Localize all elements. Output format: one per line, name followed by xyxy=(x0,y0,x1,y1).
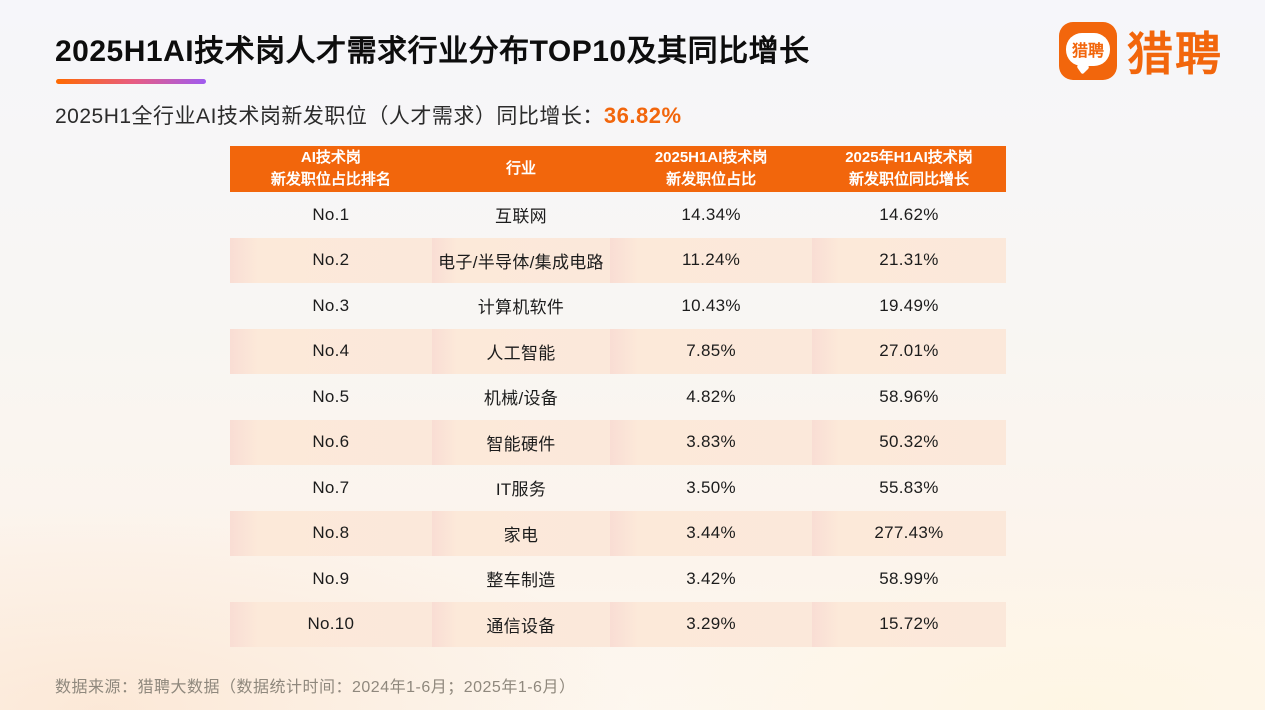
page-title: 2025H1AI技术岗人才需求行业分布TOP10及其同比增长 xyxy=(55,35,810,68)
table-row: No.2 电子/半导体/集成电路 11.24% 21.31% xyxy=(230,237,1006,283)
growth-cell: 19.49% xyxy=(879,295,939,315)
growth-highlight-value: 36.82% xyxy=(603,103,682,128)
industry-cell: 互联网 xyxy=(495,207,547,227)
share-cell: 3.83% xyxy=(610,419,812,465)
industry-cell: 人工智能 xyxy=(431,328,611,374)
industry-cell: 整车制造 xyxy=(486,571,556,591)
share-cell: 10.43% xyxy=(681,295,741,315)
liepin-logo-icon: 猎聘 xyxy=(1059,22,1117,80)
column-header-text: 新发职位同比增长 xyxy=(848,171,969,188)
subtitle-text: 2025H1全行业AI技术岗新发职位（人才需求）同比增长： xyxy=(55,105,604,128)
table-row: No.4 人工智能 7.85% 27.01% xyxy=(230,328,1006,374)
rank-cell: No.1 xyxy=(312,204,350,224)
table-row: No.9 整车制造 3.42% 58.99% xyxy=(230,556,1006,602)
industry-cell: 计算机软件 xyxy=(477,298,565,318)
rank-cell: No.4 xyxy=(230,328,432,374)
share-cell: 7.85% xyxy=(610,328,812,374)
column-header: AI技术岗新发职位占比排名 xyxy=(230,146,432,192)
rank-cell: No.2 xyxy=(230,237,432,283)
share-cell: 3.50% xyxy=(686,477,736,497)
growth-cell: 14.62% xyxy=(879,204,939,224)
table-row: No.3 计算机软件 10.43% 19.49% xyxy=(230,283,1006,329)
table-body: No.1 互联网 14.34% 14.62% No.2 电子/半导体/集成电路 11.24%… xyxy=(230,192,1006,647)
table-header-row: AI技术岗 新发职位占比排名 行业 2025H1AI技术岗 新发职位占比 2025年H1A… xyxy=(230,146,1006,192)
share-cell: 14.34% xyxy=(681,204,741,224)
column-header-text: 2025H1AI技术岗 xyxy=(654,149,768,167)
column-header: 2025H1AI技术岗 新发职位占比 xyxy=(610,146,812,192)
column-header-text: 行业 xyxy=(505,160,536,178)
rank-cell: No.9 xyxy=(312,568,350,588)
share-cell: 11.24% xyxy=(610,237,812,283)
growth-cell: 50.32% xyxy=(811,419,1006,465)
column-header-text: 新发职位占比排名 xyxy=(270,171,391,188)
growth-cell: 55.83% xyxy=(879,477,939,497)
share-cell: 3.44% xyxy=(610,510,812,556)
industry-cell: 电子/半导体/集成电路 xyxy=(431,237,611,283)
growth-cell: 27.01% xyxy=(811,328,1006,374)
rank-cell: No.3 xyxy=(312,295,350,315)
industry-cell: 智能硬件 xyxy=(431,419,611,465)
rank-cell: No.6 xyxy=(230,419,432,465)
table-row: No.8 家电 3.44% 277.43% xyxy=(230,510,1006,556)
speech-bubble-icon: 猎聘 xyxy=(1066,32,1110,66)
industry-cell: 通信设备 xyxy=(431,601,611,647)
column-header: 行业 xyxy=(431,146,611,192)
table-row: No.1 互联网 14.34% 14.62% xyxy=(230,192,1006,238)
growth-cell: 21.31% xyxy=(811,237,1006,283)
table-row: No.5 机械/设备 4.82% 58.96% xyxy=(230,374,1006,420)
industry-ranking-table: AI技术岗 新发职位占比排名 行业 2025H1AI技术岗 新发职位占比 2025年H1A… xyxy=(230,146,1006,647)
table-row: No.7 IT服务 3.50% 55.83% xyxy=(230,465,1006,511)
share-cell: 4.82% xyxy=(686,386,736,406)
industry-cell: 家电 xyxy=(431,510,611,556)
data-source-note: 数据来源：猎聘大数据（数据统计时间：2024年1-6月；2025年1-6月） xyxy=(55,679,576,696)
rank-cell: No.10 xyxy=(230,601,432,647)
growth-cell: 58.96% xyxy=(879,386,939,406)
growth-cell: 15.72% xyxy=(811,601,1006,647)
column-header: 2025年H1AI技术岗 新发职位同比增长 xyxy=(811,146,1006,192)
rank-cell: No.5 xyxy=(312,386,350,406)
rank-cell: No.7 xyxy=(312,477,350,497)
share-cell: 3.29% xyxy=(610,601,812,647)
growth-cell: 58.99% xyxy=(879,568,939,588)
logo-brand-text: 猎聘 xyxy=(1127,28,1223,80)
subtitle: 2025H1全行业AI技术岗新发职位（人才需求）同比增长：36.82% xyxy=(55,100,682,130)
liepin-logo: 猎聘 猎聘 xyxy=(1059,18,1223,84)
table-row: No.10 通信设备 3.29% 15.72% xyxy=(230,601,1006,647)
table-row: No.6 智能硬件 3.83% 50.32% xyxy=(230,419,1006,465)
column-header-text: 2025年H1AI技术岗 xyxy=(845,149,973,167)
rank-cell: No.8 xyxy=(230,510,432,556)
industry-cell: IT服务 xyxy=(495,480,547,500)
growth-cell: 277.43% xyxy=(811,510,1006,556)
logo-icon-text: 猎聘 xyxy=(1071,43,1104,60)
industry-cell: 机械/设备 xyxy=(483,389,559,409)
column-header-text: 新发职位占比 xyxy=(666,171,757,188)
title-underline xyxy=(56,79,206,84)
column-header-text: AI技术岗 xyxy=(300,149,361,167)
share-cell: 3.42% xyxy=(686,568,736,588)
